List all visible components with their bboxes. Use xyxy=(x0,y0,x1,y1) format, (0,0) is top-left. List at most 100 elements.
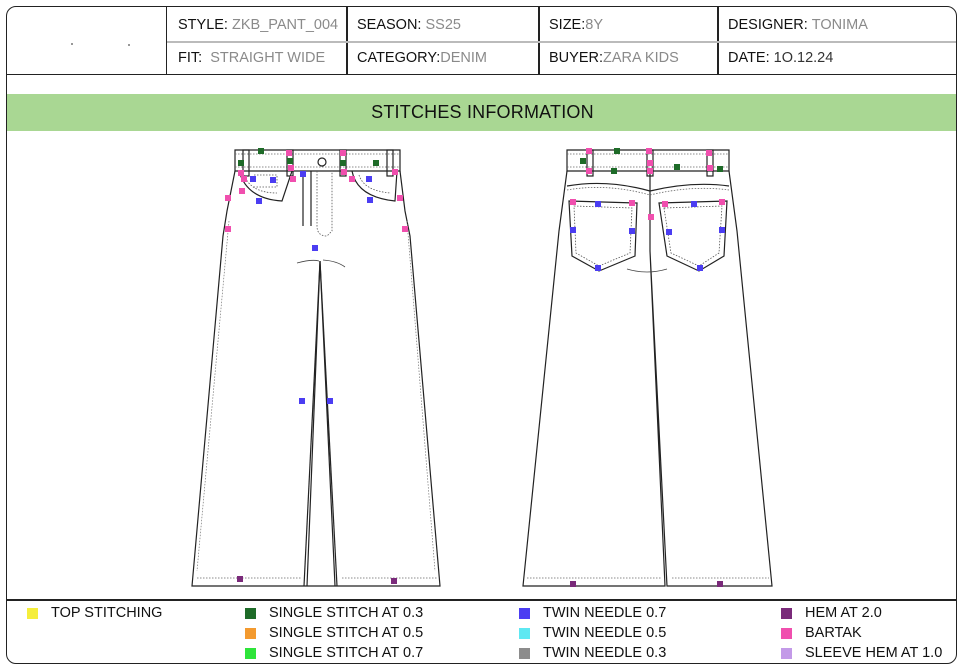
front-pants-drawing xyxy=(191,149,441,587)
bartak-marker xyxy=(288,165,294,171)
single-stitch-0-3-marker xyxy=(580,158,586,164)
bartak-marker xyxy=(662,201,668,207)
bartak-marker xyxy=(719,199,725,205)
legend-item: TOP STITCHING xyxy=(27,605,162,621)
pants-flat-sketch xyxy=(191,148,773,587)
legend-item: SINGLE STITCH AT 0.7 xyxy=(245,645,423,661)
date-value: 1O.12.24 xyxy=(773,50,834,66)
bartak-marker xyxy=(647,160,653,166)
bartak-marker xyxy=(707,165,713,171)
bartak-marker xyxy=(238,170,244,176)
bartak-marker xyxy=(570,199,576,205)
legend-item: SINGLE STITCH AT 0.5 xyxy=(245,625,423,641)
twin-needle-0-7-marker xyxy=(270,177,276,183)
swatch-icon xyxy=(781,607,792,619)
legend-item: SLEEVE HEM AT 1.0 xyxy=(781,645,942,661)
back-pants-drawing xyxy=(522,149,773,587)
single-stitch-0-3-marker xyxy=(373,160,379,166)
twin-needle-0-7-marker xyxy=(366,176,372,182)
swatch-icon xyxy=(519,607,530,619)
twin-needle-0-7-marker xyxy=(367,197,373,203)
single-stitch-0-3-marker xyxy=(258,148,264,154)
twin-needle-0-7-marker xyxy=(256,198,262,204)
stitch-markers xyxy=(225,148,725,587)
bartak-marker xyxy=(586,168,592,174)
fit-field: FIT: STRAIGHT WIDE xyxy=(178,50,326,66)
twin-needle-0-7-marker xyxy=(312,245,318,251)
style-value: ZKB_PANT_004 xyxy=(232,17,339,33)
swatch-icon xyxy=(245,607,256,619)
logo-mark xyxy=(71,43,73,45)
legend-item: TWIN NEEDLE 0.5 xyxy=(519,625,666,641)
twin-needle-0-7-marker xyxy=(691,201,697,207)
season-value: SS25 xyxy=(425,17,461,33)
swatch-icon xyxy=(781,627,792,639)
logo-cell xyxy=(7,7,167,75)
twin-needle-0-7-marker xyxy=(666,229,672,235)
swatch-icon xyxy=(245,647,256,659)
swatch-icon xyxy=(245,627,256,639)
legend-divider xyxy=(7,599,956,601)
bartak-marker xyxy=(392,169,398,175)
bartak-marker xyxy=(239,188,245,194)
legend-item: SINGLE STITCH AT 0.3 xyxy=(245,605,423,621)
bartak-marker xyxy=(241,176,247,182)
swatch-icon xyxy=(519,627,530,639)
bartak-marker xyxy=(629,200,635,206)
twin-needle-0-7-marker xyxy=(327,398,333,404)
bartak-marker xyxy=(340,150,346,156)
single-stitch-0-3-marker xyxy=(611,168,617,174)
bartak-marker xyxy=(397,195,403,201)
single-stitch-0-3-marker xyxy=(340,160,346,166)
single-stitch-0-3-marker xyxy=(238,160,244,166)
flat-sketch-area xyxy=(7,131,956,597)
bartak-marker xyxy=(706,150,712,156)
legend-item: HEM AT 2.0 xyxy=(781,605,882,621)
category-field: CATEGORY: DENIM xyxy=(357,50,487,66)
date-field: DATE: 1O.12.24 xyxy=(728,50,834,66)
hem-marker xyxy=(237,576,243,582)
bartak-marker xyxy=(648,214,654,220)
swatch-icon xyxy=(781,647,792,659)
category-value: DENIM xyxy=(440,50,487,66)
season-field: SEASON: SS25 xyxy=(357,17,461,33)
designer-value: TONIMA xyxy=(811,17,868,33)
swatch-icon xyxy=(27,607,38,619)
legend-item: TWIN NEEDLE 0.7 xyxy=(519,605,666,621)
size-value: 8Y xyxy=(585,17,604,33)
twin-needle-0-7-marker xyxy=(299,398,305,404)
fit-value: STRAIGHT WIDE xyxy=(210,50,326,66)
bartak-marker xyxy=(646,148,652,154)
twin-needle-0-7-marker xyxy=(595,201,601,207)
bartak-marker xyxy=(286,150,292,156)
twin-needle-0-7-marker xyxy=(719,227,725,233)
twin-needle-0-7-marker xyxy=(300,171,306,177)
buyer-value: ZARA KIDS xyxy=(603,50,679,66)
bartak-marker xyxy=(225,195,231,201)
size-field: SIZE: 8Y xyxy=(549,17,604,33)
stitch-legend: TOP STITCHING SINGLE STITCH AT 0.3 SINGL… xyxy=(7,601,956,663)
bartak-marker xyxy=(349,176,355,182)
single-stitch-0-3-marker xyxy=(287,158,293,164)
section-title: STITCHES INFORMATION xyxy=(7,94,956,131)
swatch-icon xyxy=(519,647,530,659)
logo-mark xyxy=(128,44,130,46)
single-stitch-0-3-marker xyxy=(717,166,723,172)
bartak-marker xyxy=(225,226,231,232)
legend-item: BARTAK xyxy=(781,625,862,641)
bartak-marker xyxy=(402,226,408,232)
hem-marker xyxy=(391,578,397,584)
style-field: STYLE: ZKB_PANT_004 xyxy=(178,17,339,33)
single-stitch-0-3-marker xyxy=(614,148,620,154)
bartak-marker xyxy=(290,176,296,182)
twin-needle-0-7-marker xyxy=(250,176,256,182)
single-stitch-0-3-marker xyxy=(674,164,680,170)
twin-needle-0-7-marker xyxy=(629,228,635,234)
tech-pack-sheet: STYLE: ZKB_PANT_004 SEASON: SS25 SIZE: 8Y… xyxy=(6,6,957,664)
twin-needle-0-7-marker xyxy=(697,265,703,271)
designer-field: DESIGNER: TONIMA xyxy=(728,17,868,33)
hem-marker xyxy=(570,581,576,587)
spec-header: STYLE: ZKB_PANT_004 SEASON: SS25 SIZE: 8Y… xyxy=(7,7,956,75)
legend-item: TWIN NEEDLE 0.3 xyxy=(519,645,666,661)
twin-needle-0-7-marker xyxy=(570,227,576,233)
